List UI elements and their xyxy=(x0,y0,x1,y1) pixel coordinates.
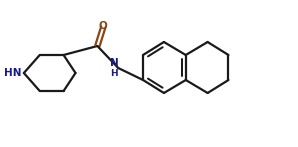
Text: N: N xyxy=(110,58,119,68)
Text: HN: HN xyxy=(4,68,22,78)
Text: O: O xyxy=(99,21,108,31)
Text: H: H xyxy=(111,69,118,77)
